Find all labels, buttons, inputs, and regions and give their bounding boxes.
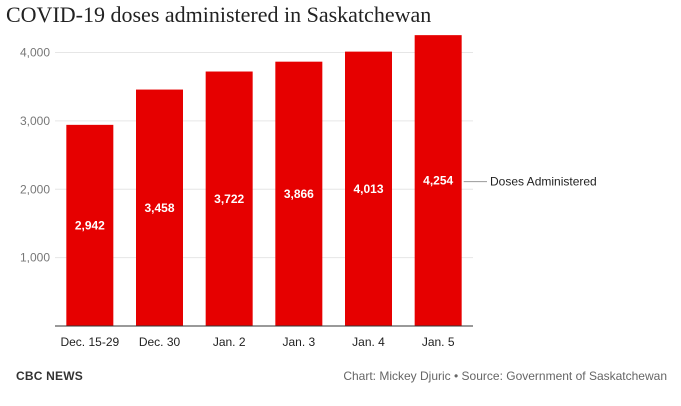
chart-credit: Chart: Mickey Djuric • Source: Governmen… <box>343 369 667 383</box>
data-label: 3,722 <box>214 192 244 206</box>
bar[interactable] <box>66 124 114 326</box>
x-tick-label: Jan. 4 <box>352 335 385 349</box>
bar[interactable] <box>414 35 462 327</box>
data-label: 3,458 <box>144 201 174 215</box>
x-tick-label: Jan. 2 <box>213 335 246 349</box>
bar[interactable] <box>205 71 253 326</box>
series-label: Doses Administered <box>490 175 597 189</box>
x-axis: Dec. 15-29 Dec. 30 Jan. 2 Jan. 3 Jan. 4 Jan. … <box>55 325 473 349</box>
gridlines <box>55 52 473 259</box>
chart-title: COVID-19 doses administered in Saskatche… <box>6 2 432 27</box>
y-tick-label: 2,000 <box>20 182 50 196</box>
data-label: 4,254 <box>423 174 453 188</box>
data-label: 3,866 <box>284 187 314 201</box>
y-tick-label: 1,000 <box>20 251 50 265</box>
bar[interactable] <box>136 89 183 326</box>
bars: 2,942 3,458 3,722 3,866 4,013 4,254 <box>66 35 462 327</box>
x-tick-label: Jan. 5 <box>422 335 455 349</box>
x-tick-label: Jan. 3 <box>282 335 315 349</box>
bar[interactable] <box>275 61 323 326</box>
publisher-logo-text: CBC NEWS <box>16 369 83 383</box>
legend: Doses Administered <box>463 175 597 189</box>
bar[interactable] <box>345 51 392 326</box>
y-tick-label: 4,000 <box>20 46 50 60</box>
data-label: 4,013 <box>353 182 383 196</box>
y-tick-label: 3,000 <box>20 114 50 128</box>
x-tick-label: Dec. 30 <box>139 335 181 349</box>
data-label: 2,942 <box>75 218 105 232</box>
y-axis: 1,000 2,000 3,000 4,000 <box>20 46 50 265</box>
x-tick-label: Dec. 15-29 <box>60 335 119 349</box>
